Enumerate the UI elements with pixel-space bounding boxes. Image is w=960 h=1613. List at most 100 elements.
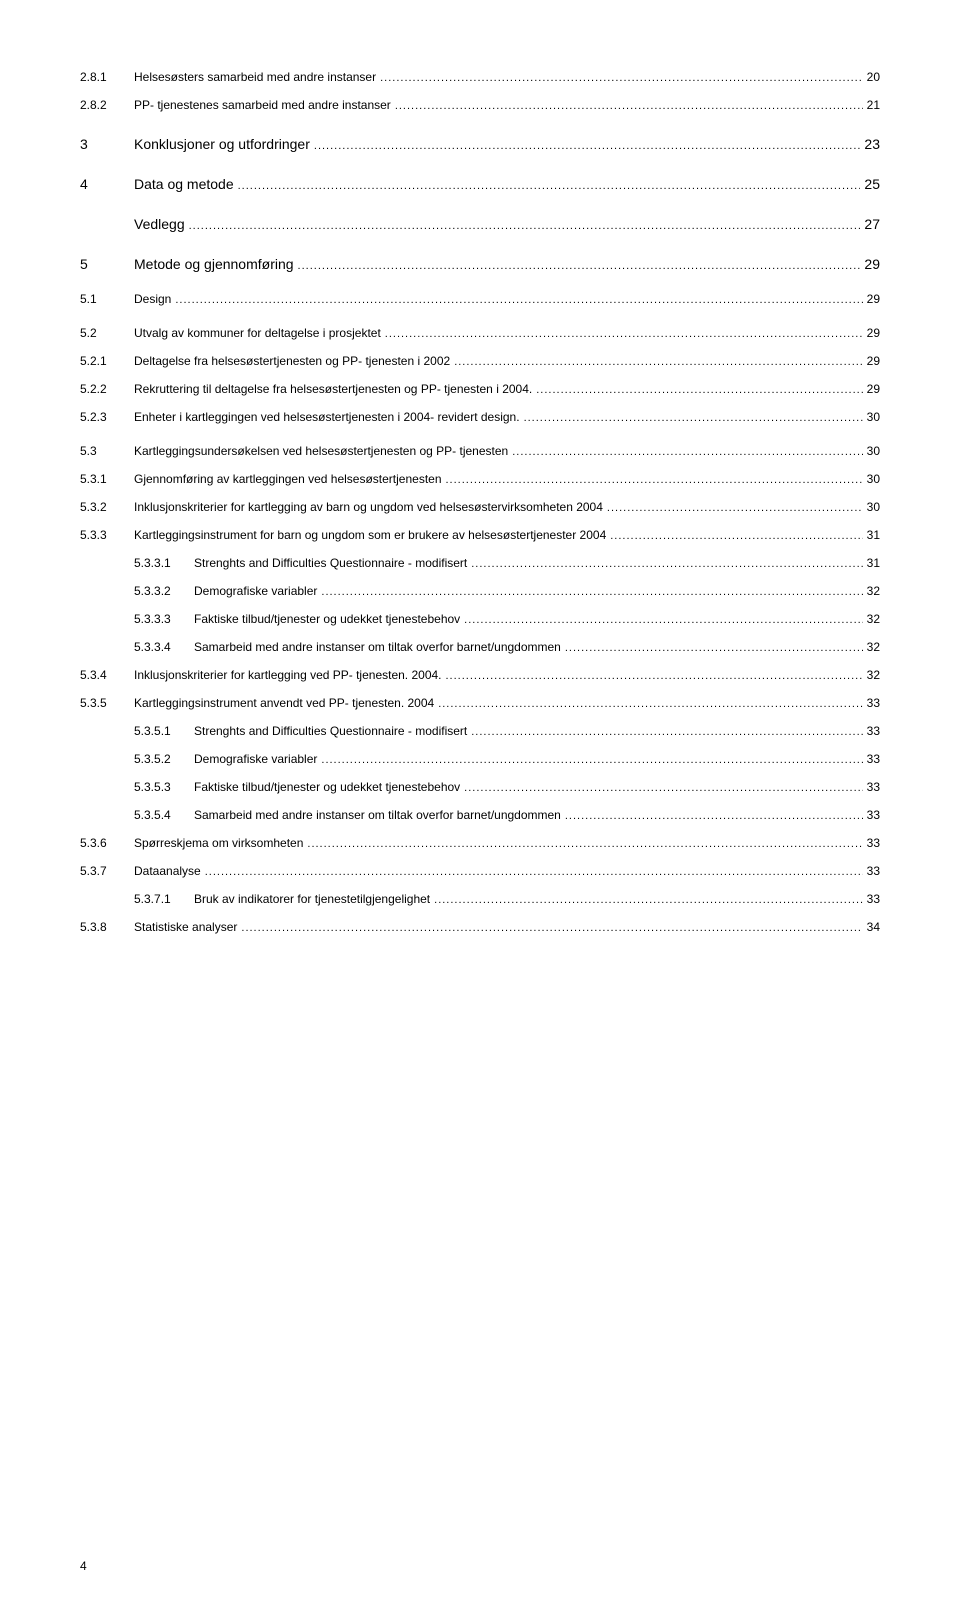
toc-page-number: 33: [867, 696, 880, 710]
toc-entry: 5.3.7Dataanalyse........................…: [80, 864, 880, 878]
toc-title: Samarbeid med andre instanser om tiltak …: [194, 640, 561, 654]
toc-page-number: 33: [867, 724, 880, 738]
toc-page-number: 20: [867, 70, 880, 84]
toc-page-number: 33: [867, 892, 880, 906]
toc-page-number: 29: [867, 382, 880, 396]
toc-entry: 5.3.3Kartleggingsinstrument for barn og …: [80, 528, 880, 542]
toc-page-number: 30: [867, 472, 880, 486]
toc-entry: 5.3.1Gjennomføring av kartleggingen ved …: [80, 472, 880, 486]
toc-title: Inklusjonskriterier for kartlegging ved …: [134, 668, 442, 682]
toc-title: Gjennomføring av kartleggingen ved helse…: [134, 472, 442, 486]
toc-leader-dots: ........................................…: [610, 530, 862, 542]
toc-page-number: 33: [867, 808, 880, 822]
toc-number: 5.3.7.1: [134, 892, 194, 906]
toc-page-number: 29: [867, 354, 880, 368]
toc-entry: 2.8.2PP- tjenestenes samarbeid med andre…: [80, 98, 880, 112]
toc-number: 5.3.5.3: [134, 780, 194, 794]
toc-number: 2.8.1: [80, 70, 134, 84]
toc-entry: 5.3.2Inklusjonskriterier for kartlegging…: [80, 500, 880, 514]
toc-leader-dots: ........................................…: [471, 726, 862, 738]
toc-number: 3: [80, 136, 134, 152]
toc-page-number: 30: [867, 444, 880, 458]
toc-title: Strenghts and Difficulties Questionnaire…: [194, 724, 467, 738]
toc-leader-dots: ........................................…: [464, 782, 862, 794]
toc-title: Samarbeid med andre instanser om tiltak …: [194, 808, 561, 822]
toc-entry: 4Data og metode.........................…: [80, 176, 880, 192]
toc-number: 5.3.5.4: [134, 808, 194, 822]
toc-entry: 5Metode og gjennomføring................…: [80, 256, 880, 272]
toc-page-number: 31: [867, 528, 880, 542]
toc-entry: 5.3.4Inklusjonskriterier for kartlegging…: [80, 668, 880, 682]
toc-number: 5.1: [80, 292, 134, 306]
toc-page-number: 32: [867, 612, 880, 626]
toc-entry: 5.2.2Rekruttering til deltagelse fra hel…: [80, 382, 880, 396]
toc-number: 5.3.5.2: [134, 752, 194, 766]
toc-number: 5.3.4: [80, 668, 134, 682]
toc-number: 5.3.3.4: [134, 640, 194, 654]
toc-entry: 5.2.3Enheter i kartleggingen ved helsesø…: [80, 410, 880, 424]
toc-title: Demografiske variabler: [194, 584, 317, 598]
toc-title: Bruk av indikatorer for tjenestetilgjeng…: [194, 892, 430, 906]
toc-leader-dots: ........................................…: [395, 100, 863, 112]
toc-title: Faktiske tilbud/tjenester og udekket tje…: [194, 780, 460, 794]
toc-number: 4: [80, 176, 134, 192]
toc-leader-dots: ........................................…: [241, 922, 862, 934]
toc-page-number: 33: [867, 864, 880, 878]
toc-leader-dots: ........................................…: [205, 866, 863, 878]
toc-title: Inklusjonskriterier for kartlegging av b…: [134, 500, 603, 514]
toc-entry: 5.3.7.1Bruk av indikatorer for tjenestet…: [80, 892, 880, 906]
toc-title: Kartleggingsinstrument anvendt ved PP- t…: [134, 696, 434, 710]
toc-title: PP- tjenestenes samarbeid med andre inst…: [134, 98, 391, 112]
toc-number: 5.3.3.3: [134, 612, 194, 626]
toc-entry: 5.3.3.3Faktiske tilbud/tjenester og udek…: [80, 612, 880, 626]
toc-number: 5.3.6: [80, 836, 134, 850]
toc-page-number: 29: [864, 256, 880, 272]
toc-title: Data og metode: [134, 176, 234, 192]
toc-leader-dots: ........................................…: [321, 586, 862, 598]
toc-title: Demografiske variabler: [194, 752, 317, 766]
toc-entry: 5.3.5.4Samarbeid med andre instanser om …: [80, 808, 880, 822]
toc-leader-dots: ........................................…: [175, 294, 862, 306]
toc-page-number: 32: [867, 640, 880, 654]
toc-title: Helsesøsters samarbeid med andre instans…: [134, 70, 376, 84]
toc-page-number: 31: [867, 556, 880, 570]
toc-number: 5.3.2: [80, 500, 134, 514]
toc-title: Enheter i kartleggingen ved helsesøstert…: [134, 410, 520, 424]
toc-page-number: 29: [867, 326, 880, 340]
toc-leader-dots: ........................................…: [380, 72, 863, 84]
toc-title: Rekruttering til deltagelse fra helsesøs…: [134, 382, 532, 396]
toc-page-number: 25: [864, 176, 880, 192]
toc-leader-dots: ........................................…: [446, 670, 863, 682]
toc-page-number: 21: [867, 98, 880, 112]
toc-leader-dots: ........................................…: [189, 220, 861, 232]
toc-page-number: 29: [867, 292, 880, 306]
toc-page-number: 33: [867, 836, 880, 850]
toc-leader-dots: ........................................…: [524, 412, 863, 424]
toc-number: 5.2.1: [80, 354, 134, 368]
toc-leader-dots: ........................................…: [607, 502, 863, 514]
toc-title: Deltagelse fra helsesøstertjenesten og P…: [134, 354, 450, 368]
toc-title: Vedlegg: [134, 216, 185, 232]
toc-title: Konklusjoner og utfordringer: [134, 136, 310, 152]
toc-page-number: 34: [867, 920, 880, 934]
toc-title: Kartleggingsinstrument for barn og ungdo…: [134, 528, 606, 542]
toc-entry: 5.2.1Deltagelse fra helsesøstertjenesten…: [80, 354, 880, 368]
toc-entry: 5.2Utvalg av kommuner for deltagelse i p…: [80, 326, 880, 340]
toc-entry: 5.3.6Spørreskjema om virksomheten.......…: [80, 836, 880, 850]
toc-title: Metode og gjennomføring: [134, 256, 294, 272]
toc-entry: 5.3.5.2Demografiske variabler...........…: [80, 752, 880, 766]
toc-entry: 5.3.3.1Strenghts and Difficulties Questi…: [80, 556, 880, 570]
toc-number: 5.3.7: [80, 864, 134, 878]
toc-title: Faktiske tilbud/tjenester og udekket tje…: [194, 612, 460, 626]
toc-number: 5.3.5.1: [134, 724, 194, 738]
toc-entry: Vedlegg.................................…: [80, 216, 880, 232]
toc-number: 5.3.3: [80, 528, 134, 542]
toc-leader-dots: ........................................…: [298, 260, 861, 272]
toc-number: 5.3.3.2: [134, 584, 194, 598]
toc-title: Spørreskjema om virksomheten: [134, 836, 303, 850]
toc-title: Kartleggingsundersøkelsen ved helsesøste…: [134, 444, 508, 458]
toc-entry: 3Konklusjoner og utfordringer...........…: [80, 136, 880, 152]
toc-number: 5.3: [80, 444, 134, 458]
toc-title: Strenghts and Difficulties Questionnaire…: [194, 556, 467, 570]
toc-entry: 5.3.8Statistiske analyser...............…: [80, 920, 880, 934]
